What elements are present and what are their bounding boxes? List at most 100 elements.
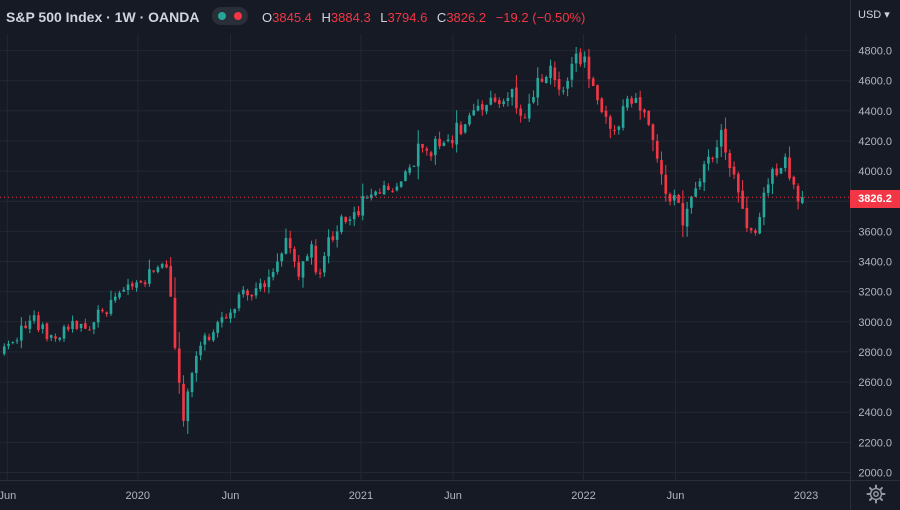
candle-body [186, 391, 190, 422]
candle-body [732, 166, 736, 175]
candle-body [536, 78, 540, 98]
candle-body [476, 105, 480, 111]
candle-body [263, 283, 266, 288]
candle-body [745, 207, 749, 229]
candle-body [126, 284, 130, 290]
candle-body [177, 348, 181, 383]
candle-body [519, 108, 522, 116]
candle-body [566, 80, 569, 89]
candle-body [690, 196, 693, 208]
candle-body [32, 315, 36, 321]
candle-body [523, 117, 527, 119]
low-label: L [380, 10, 388, 25]
candle-body [374, 191, 377, 196]
y-tick-label: 3000.0 [858, 317, 892, 329]
open-label: O [262, 10, 273, 25]
candle-body [719, 130, 723, 147]
candle-body [468, 115, 471, 125]
candle-body [527, 103, 531, 119]
chart-header: S&P 500 Index · 1W · OANDA O3845.4 H3884… [0, 0, 850, 34]
candle-body [643, 109, 646, 113]
candle-body [442, 142, 446, 146]
candle-body [143, 282, 147, 285]
candle-body [118, 292, 121, 298]
candle-body [698, 181, 702, 187]
candle-body [758, 217, 761, 234]
candle-body [280, 253, 283, 262]
currency-selector[interactable]: USD ▾ [858, 8, 890, 21]
candle-body [638, 97, 642, 111]
x-tick-label: 2021 [349, 490, 373, 502]
candle-body [369, 194, 373, 198]
candle-body [297, 262, 301, 277]
gear-icon[interactable] [866, 484, 886, 504]
candle-body [271, 272, 275, 278]
candle-body [438, 138, 441, 147]
symbol-title[interactable]: S&P 500 Index · 1W · OANDA [6, 9, 200, 25]
y-tick-label: 2000.0 [858, 467, 892, 479]
candle-body [677, 194, 680, 203]
open-value: 3845.4 [272, 10, 312, 25]
candle-body [540, 78, 544, 82]
candle-body [335, 231, 339, 240]
y-tick-label: 3600.0 [858, 226, 892, 238]
candle-body [314, 245, 318, 273]
candle-body [288, 238, 292, 249]
candle-body [562, 90, 565, 92]
candle-body [84, 323, 87, 329]
candle-body [788, 157, 791, 179]
candle-body [480, 104, 484, 110]
candle-body [463, 124, 467, 133]
candle-body [754, 230, 757, 233]
candle-body [37, 315, 40, 331]
candle-body [75, 320, 79, 329]
candle-body [284, 238, 288, 254]
candle-body [613, 129, 616, 131]
candle-body [152, 270, 155, 272]
candle-body [139, 280, 143, 283]
candle-body [591, 78, 595, 86]
candle-body [190, 373, 194, 393]
currency-label: USD [858, 9, 882, 21]
candle-body [250, 294, 254, 297]
candle-body [771, 169, 774, 184]
candle-body [604, 110, 608, 117]
candle-body [425, 148, 429, 151]
status-toggle[interactable] [212, 7, 248, 25]
candle-body [608, 116, 612, 129]
candle-body [433, 138, 437, 156]
candle-body [156, 267, 160, 272]
close-label: C [436, 10, 447, 25]
y-tick-label: 2800.0 [858, 347, 892, 359]
candle-body [416, 143, 420, 167]
candle-body [58, 337, 62, 340]
candle-body [71, 320, 74, 330]
x-tick-label: Jun [667, 490, 685, 502]
candle-body [660, 160, 663, 175]
candle-body [399, 181, 403, 187]
candle-body [20, 325, 23, 341]
candle-body [199, 345, 202, 356]
candle-body [557, 79, 561, 90]
candle-body [472, 110, 476, 116]
candle-body [323, 256, 326, 273]
candle-body [544, 76, 548, 84]
market-status-icon [218, 12, 226, 20]
candle-body [220, 317, 224, 323]
candle-body [630, 98, 633, 104]
candle-body [668, 194, 672, 202]
candle-body [267, 276, 271, 288]
y-tick-label: 3200.0 [858, 287, 892, 299]
candle-body [506, 98, 510, 102]
candle-body [587, 56, 591, 80]
candle-body [382, 185, 386, 195]
candle-body [66, 326, 70, 330]
candle-body [600, 98, 604, 113]
candle-body [340, 216, 343, 232]
candle-body [216, 322, 219, 333]
candle-body [352, 212, 356, 220]
candle-body [749, 228, 753, 231]
candle-body [408, 167, 412, 173]
